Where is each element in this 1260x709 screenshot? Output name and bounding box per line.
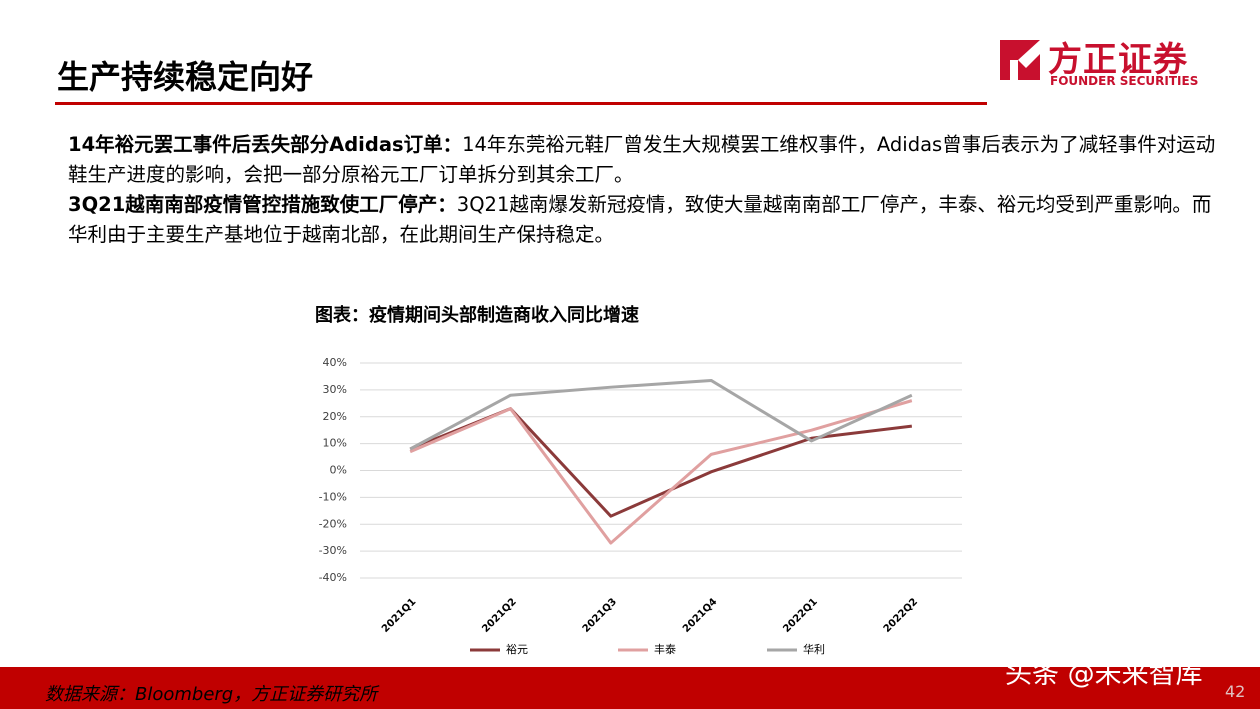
paragraph: 3Q21越南南部疫情管控措施致使工厂停产：3Q21越南爆发新冠疫情，致使大量越南… <box>68 190 1218 250</box>
paragraph-lead: 3Q21越南南部疫情管控措施致使工厂停产： <box>68 193 457 216</box>
series-line <box>409 378 913 451</box>
y-tick-label: 40% <box>323 356 347 369</box>
logo-subtitle: FOUNDER SECURITIES <box>1050 74 1199 88</box>
logo-mark <box>1000 40 1040 80</box>
logo-name: 方正证券 <box>1048 40 1188 80</box>
x-tick-label: 2021Q3 <box>581 596 619 634</box>
x-tick-label: 2021Q1 <box>380 596 418 634</box>
page-number: 42 <box>1225 682 1246 701</box>
x-tick-label: 2022Q2 <box>882 596 920 634</box>
paragraph: 14年裕元罢工事件后丢失部分Adidas订单：14年东莞裕元鞋厂曾发生大规模罢工… <box>68 130 1218 190</box>
chart-title: 图表：疫情期间头部制造商收入同比增速 <box>315 304 639 326</box>
y-tick-label: 0% <box>330 464 347 477</box>
paragraph-lead: 14年裕元罢工事件后丢失部分Adidas订单： <box>68 133 463 156</box>
y-tick-label: -30% <box>319 544 347 557</box>
footer-band <box>0 667 1260 709</box>
y-tick-label: 10% <box>323 437 347 450</box>
y-tick-label: -20% <box>319 517 347 530</box>
x-tick-label: 2021Q4 <box>681 596 719 634</box>
y-tick-label: -40% <box>319 571 347 584</box>
y-tick-label: 30% <box>323 383 347 396</box>
legend-label: 丰泰 <box>654 642 676 656</box>
series-line <box>409 399 913 545</box>
y-tick-label: 20% <box>323 410 347 423</box>
legend-label: 裕元 <box>506 643 528 656</box>
x-tick-label: 2022Q1 <box>781 596 819 634</box>
legend-label: 华利 <box>803 642 825 656</box>
slide-title: 生产持续稳定向好 <box>57 58 314 96</box>
paragraph-text: 3Q21越南爆发新冠疫情，致使大量越南南部工厂停产，丰泰、裕元均受到严重影响。而… <box>68 193 1212 246</box>
x-tick-label: 2021Q2 <box>480 596 518 634</box>
chart: 图表：疫情期间头部制造商收入同比增速 -40% -30% -20% -10% 0% 10%… <box>315 304 962 656</box>
title-rule <box>55 102 987 105</box>
source-note: 数据来源：Bloomberg，方正证券研究所 <box>45 684 378 705</box>
body-text: 14年裕元罢工事件后丢失部分Adidas订单：14年东莞裕元鞋厂曾发生大规模罢工… <box>68 130 1218 250</box>
y-tick-label: -10% <box>319 490 347 503</box>
watermark: 头条 @未来智库 <box>1005 659 1203 690</box>
paragraph-text: 14年东莞裕元鞋厂曾发生大规模罢工维权事件，Adidas曾事后表示为了减轻事件对… <box>68 133 1216 186</box>
